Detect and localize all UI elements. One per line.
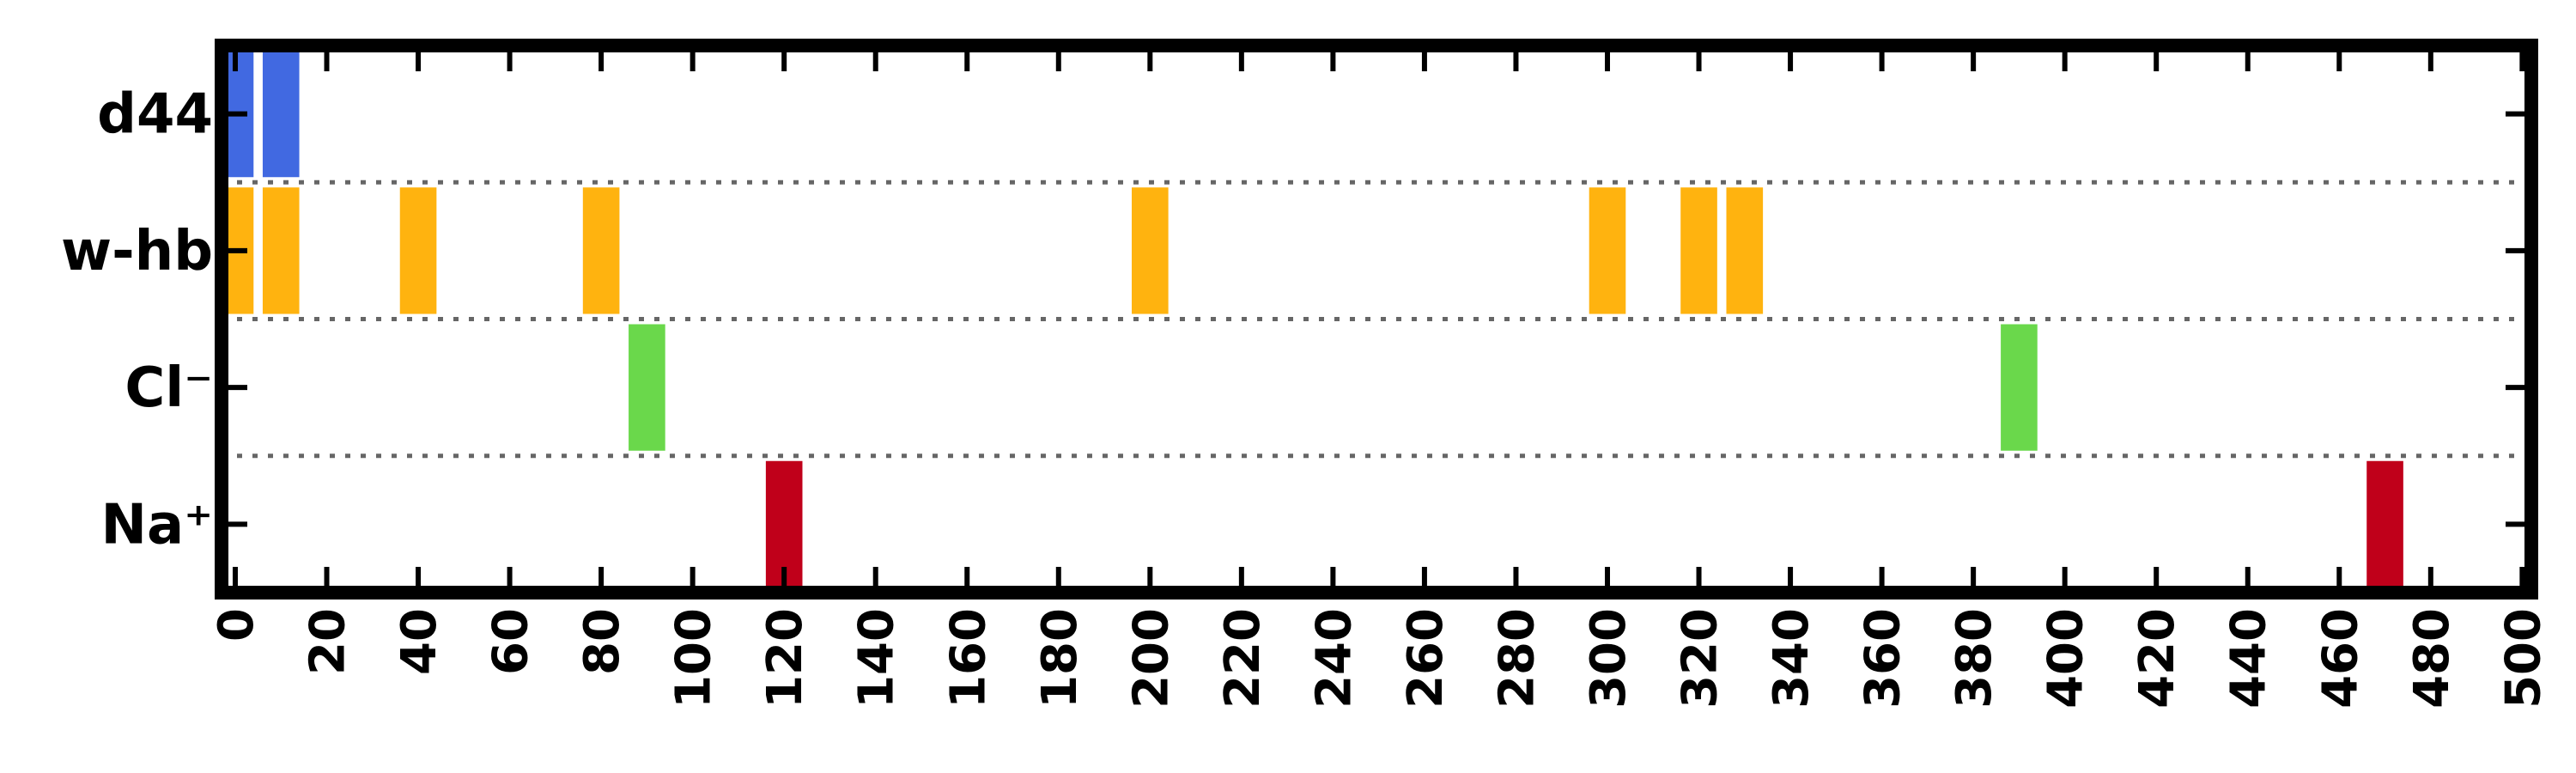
x-tick-label-1: 20 bbox=[301, 608, 356, 675]
event-bar-row1-2 bbox=[399, 187, 437, 314]
y-tick-label-0: d44 bbox=[97, 83, 213, 147]
event-bar-row2-1 bbox=[2001, 324, 2038, 451]
x-tick-label-12: 240 bbox=[1306, 608, 1362, 709]
x-tick-label-4: 80 bbox=[574, 608, 630, 675]
x-tick-label-24: 480 bbox=[2404, 608, 2460, 709]
x-tick-label-2: 40 bbox=[392, 608, 447, 675]
y-tick-label-3: Na⁺ bbox=[100, 493, 213, 557]
x-tick-label-15: 300 bbox=[1581, 608, 1637, 709]
event-bar-row1-6 bbox=[1680, 187, 1717, 314]
x-tick-label-14: 280 bbox=[1489, 608, 1545, 709]
event-bar-row1-5 bbox=[1589, 187, 1626, 314]
x-tick-label-23: 460 bbox=[2312, 608, 2368, 709]
x-tick-label-21: 420 bbox=[2129, 608, 2185, 709]
x-tick-label-0: 0 bbox=[209, 608, 264, 642]
y-tick-label-2: Cl⁻ bbox=[125, 356, 213, 420]
event-bar-row3-1 bbox=[2366, 460, 2403, 587]
event-bar-row1-7 bbox=[1726, 187, 1764, 314]
y-tick-labels: d44 w-hb Cl⁻ Na⁺ bbox=[61, 83, 213, 557]
row-dividers bbox=[222, 180, 2531, 459]
x-tick-label-11: 220 bbox=[1215, 608, 1271, 709]
x-tick-label-8: 160 bbox=[940, 608, 996, 709]
event-bar-row2-0 bbox=[629, 324, 665, 451]
x-tick-labels: 0 20 40 60 80 100 120 140 160 180 200 220 240 260 280 3… bbox=[209, 608, 2551, 709]
plot-frame bbox=[215, 39, 2538, 600]
x-tick-label-13: 260 bbox=[1398, 608, 1454, 709]
event-bar-row0-1 bbox=[262, 51, 300, 178]
event-bar-row1-4 bbox=[1132, 187, 1169, 314]
event-bar-row1-1 bbox=[262, 187, 300, 314]
x-tick-label-9: 180 bbox=[1032, 608, 1088, 709]
x-tick-label-3: 60 bbox=[483, 608, 539, 675]
event-bar-row3-0 bbox=[765, 460, 803, 587]
x-tick-label-19: 380 bbox=[1947, 608, 2002, 709]
x-tick-label-17: 340 bbox=[1764, 608, 1820, 709]
x-tick-label-25: 500 bbox=[2495, 608, 2551, 709]
x-tick-label-18: 360 bbox=[1856, 608, 1911, 709]
event-bar-row1-3 bbox=[582, 187, 620, 314]
y-tick-label-1: w-hb bbox=[61, 220, 213, 283]
x-tick-label-10: 200 bbox=[1123, 608, 1179, 709]
x-tick-label-20: 400 bbox=[2038, 608, 2094, 709]
x-tick-label-16: 320 bbox=[1673, 608, 1728, 709]
x-tick-label-22: 440 bbox=[2221, 608, 2277, 709]
x-tick-label-5: 100 bbox=[666, 608, 722, 709]
x-tick-label-7: 140 bbox=[849, 608, 905, 709]
x-tick-label-6: 120 bbox=[757, 608, 813, 709]
event-bars bbox=[222, 51, 2403, 587]
